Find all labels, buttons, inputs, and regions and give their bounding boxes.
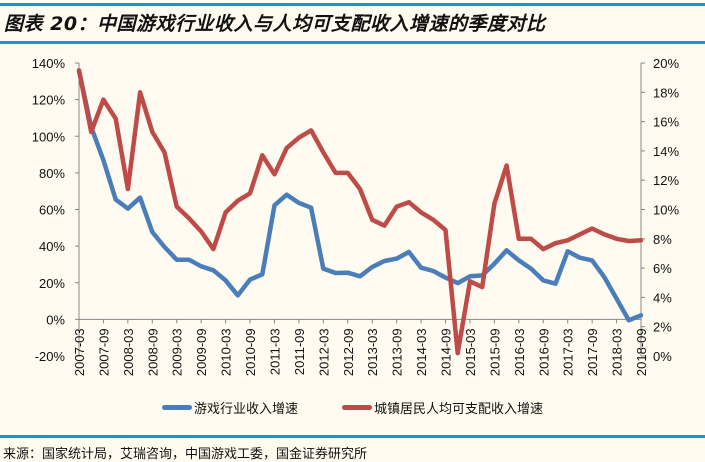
legend-label-game: 游戏行业收入增速 xyxy=(193,402,298,417)
x-axis-tick-label: 2008-09 xyxy=(145,328,160,376)
x-axis-tick-label: 2007-03 xyxy=(72,328,87,376)
left-axis-tick-label: 140% xyxy=(32,56,66,71)
x-axis-tick-label: 2008-03 xyxy=(121,328,136,376)
chart-title: 图表 20：中国游戏行业收入与人均可支配收入增速的季度对比 xyxy=(4,13,546,35)
series-line-disposable-income xyxy=(76,68,644,356)
x-axis-tick-label: 2009-09 xyxy=(194,328,209,376)
x-axis-tick-label: 2013-03 xyxy=(365,328,380,376)
legend: 游戏行业收入增速 城镇居民人均可支配收入增速 xyxy=(0,398,705,417)
x-axis-tick-label: 2007-09 xyxy=(96,328,111,376)
legend-swatch-game xyxy=(161,405,192,410)
series-line-game-revenue xyxy=(76,68,644,323)
left-axis-tick-label: 40% xyxy=(39,239,65,254)
x-axis-tick-label: 2014-09 xyxy=(439,328,454,376)
x-axis-tick-label: 2011-09 xyxy=(292,328,307,375)
x-axis-tick-label: 2018-03 xyxy=(610,328,625,376)
left-axis-tick-label: -20% xyxy=(35,349,66,364)
x-axis-tick-label: 2015-09 xyxy=(487,328,502,376)
left-axis-tick-label: 60% xyxy=(39,203,65,218)
legend-item-game: 游戏行业收入增速 xyxy=(161,398,298,417)
x-axis-tick-label: 2013-09 xyxy=(390,328,405,376)
x-axis-tick-label: 2018-09 xyxy=(634,328,649,376)
right-axis-tick-label: 12% xyxy=(653,173,679,188)
line-chart: 140% 120% 100% 80% 60% 40% 20% 0% -20% 20% 18% 16% 1… xyxy=(32,56,680,376)
right-axis-tick-label: 4% xyxy=(653,290,672,305)
left-axis-tick-label: 0% xyxy=(46,312,65,327)
legend-item-income: 城镇居民人均可支配收入增速 xyxy=(342,398,543,417)
right-axis-tick-label: 10% xyxy=(653,203,679,218)
source-rule xyxy=(0,435,705,438)
x-axis-tick-label: 2011-03 xyxy=(267,328,282,375)
x-axis-tick-label: 2010-09 xyxy=(243,328,258,376)
x-axis-tick-label: 2009-03 xyxy=(170,328,185,376)
x-axis-tick-label: 2017-09 xyxy=(585,328,600,376)
source-note: 来源：国家统计局，艾瑞咨询，中国游戏工委，国金证券研究所 xyxy=(3,447,368,462)
right-axis-tick-label: 8% xyxy=(653,232,672,247)
x-axis-tick-label: 2010-03 xyxy=(219,328,234,376)
right-axis-tick-label: 16% xyxy=(653,115,679,130)
x-axis-tick-label: 2014-03 xyxy=(414,328,429,376)
title-rule xyxy=(0,41,705,44)
right-axis-tick-label: 18% xyxy=(653,85,679,100)
right-axis-tick-label: 20% xyxy=(653,56,679,71)
left-axis-tick-label: 120% xyxy=(32,93,66,108)
left-axis-tick-label: 20% xyxy=(39,276,65,291)
right-axis-tick-label: 0% xyxy=(653,349,672,364)
legend-label-income: 城镇居民人均可支配收入增速 xyxy=(374,402,544,417)
x-axis-tick-label: 2016-09 xyxy=(536,328,551,376)
left-axis-tick-label: 100% xyxy=(32,129,66,144)
x-axis-tick-label: 2012-09 xyxy=(341,328,356,376)
x-axis-tick-label: 2016-03 xyxy=(512,328,527,376)
x-axis-tick-label: 2017-03 xyxy=(561,328,576,376)
legend-swatch-income xyxy=(342,405,372,410)
right-axis-tick-label: 2% xyxy=(653,320,672,335)
left-axis-tick-label: 80% xyxy=(39,166,65,181)
x-axis-tick-label: 2012-03 xyxy=(316,328,331,376)
x-axis-tick-label: 2015-03 xyxy=(463,328,478,376)
top-rule xyxy=(0,3,705,6)
right-axis-tick-label: 6% xyxy=(653,261,672,276)
right-axis-tick-label: 14% xyxy=(653,144,679,159)
